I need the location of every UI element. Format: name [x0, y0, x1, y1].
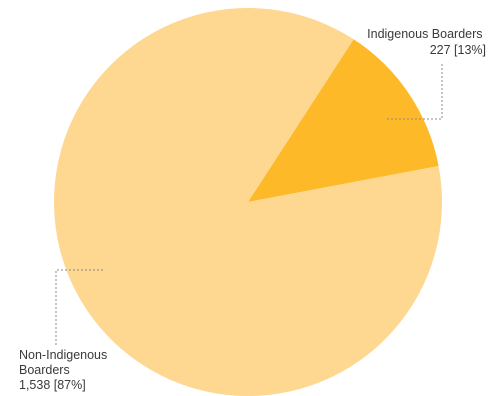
label-indigenous: Indigenous Boarders 227 [13%] [367, 27, 486, 57]
data-labels: Indigenous Boarders 227 [13%] Non-Indige… [19, 27, 486, 392]
label-non-indigenous: Non-Indigenous Boarders 1,538 [87%] [19, 348, 111, 392]
label-indigenous-name: Indigenous Boarders [367, 27, 482, 41]
leader-line-non-indigenous [55, 269, 103, 345]
pie-slice-indigenous-boarders [248, 39, 439, 202]
label-non-indigenous-name-2: Boarders [19, 363, 70, 377]
pie-slices [54, 8, 442, 396]
leader-line-indigenous [387, 63, 443, 120]
leader-lines [55, 63, 443, 345]
label-non-indigenous-value: 1,538 [87%] [19, 378, 86, 392]
label-indigenous-value: 227 [13%] [430, 43, 486, 57]
label-non-indigenous-name-1: Non-Indigenous [19, 348, 107, 362]
pie-slice-non-indigenous-boarders [54, 8, 442, 396]
